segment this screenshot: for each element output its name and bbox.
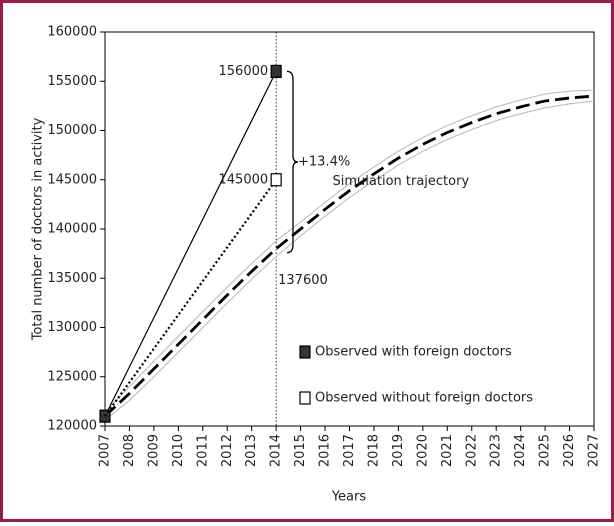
x-tick-label: 2013 [244,434,259,467]
x-tick-label: 2018 [366,434,381,467]
y-tick-label: 160000 [47,25,97,40]
x-tick-label: 2020 [415,434,430,467]
legend-label: Observed without foreign doctors [315,391,533,406]
annotation: +13.4% [298,155,350,170]
annotation: 137600 [278,273,328,288]
series-line [104,71,277,417]
x-tick-label: 2022 [464,434,479,467]
x-tick-label: 2014 [269,434,284,467]
data-label: 156000 [219,64,269,79]
series-line [104,179,278,417]
legend-marker [299,391,311,405]
x-tick-label: 2016 [318,434,333,467]
y-tick-label: 150000 [47,123,97,138]
band-line [104,89,595,413]
x-tick-label: 2015 [293,434,308,467]
y-tick-label: 140000 [47,222,97,237]
x-tick-label: 2010 [171,434,186,467]
data-label: 145000 [219,172,269,187]
x-tick-label: 2023 [489,434,504,467]
band-line [104,100,595,421]
y-tick-label: 135000 [47,271,97,286]
x-tick-label: 2021 [440,434,455,467]
series-line [104,94,595,418]
y-axis-label: Total number of doctors in activity [31,117,46,341]
series-label: Simulation trajectory [333,174,470,189]
legend-label: Observed with foreign doctors [315,345,512,360]
y-tick-label: 120000 [47,419,97,434]
x-axis-label: Years [331,490,367,505]
x-tick-label: 2007 [98,434,113,467]
x-tick-label: 2027 [587,434,602,467]
x-tick-label: 2008 [122,434,137,467]
y-tick-label: 130000 [47,320,97,335]
x-tick-label: 2017 [342,434,357,467]
x-tick-label: 2009 [146,434,161,467]
x-tick-label: 2011 [195,434,210,467]
y-tick-label: 145000 [47,172,97,187]
marker [270,64,282,79]
brace [286,70,299,254]
y-tick-label: 125000 [47,369,97,384]
x-tick-label: 2012 [220,434,235,467]
x-tick-label: 2026 [562,434,577,467]
y-tick-label: 155000 [47,74,97,89]
x-tick-label: 2024 [513,434,528,467]
legend-marker [299,345,311,359]
marker [270,173,282,187]
x-tick-label: 2025 [538,434,553,467]
x-tick-label: 2019 [391,434,406,467]
